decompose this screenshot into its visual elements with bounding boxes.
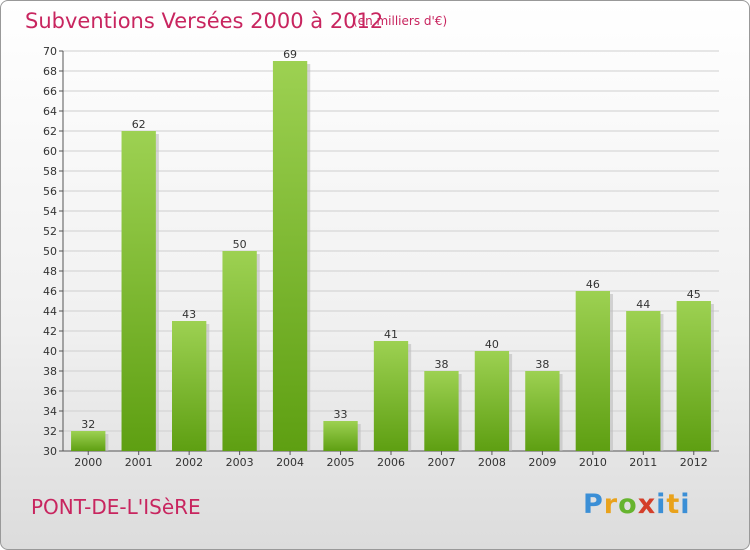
bars: [71, 61, 714, 451]
x-tick-label: 2012: [680, 456, 708, 469]
bar-value-label: 69: [283, 48, 297, 61]
bar-value-label: 33: [334, 408, 348, 421]
y-tick-label: 68: [43, 65, 57, 78]
x-tick-label: 2002: [175, 456, 203, 469]
y-tick-label: 56: [43, 185, 57, 198]
bar-value-label: 38: [535, 358, 549, 371]
y-tick-label: 62: [43, 125, 57, 138]
y-tick-label: 48: [43, 265, 57, 278]
x-tick-label: 2004: [276, 456, 304, 469]
y-tick-label: 32: [43, 425, 57, 438]
bar: [474, 351, 510, 451]
bar: [272, 61, 308, 451]
y-tick-label: 52: [43, 225, 57, 238]
bar: [575, 291, 611, 451]
x-tick-label: 2000: [74, 456, 102, 469]
bar-value-label: 43: [182, 308, 196, 321]
value-labels: 32 62 43 50 69 33 41 38 40 38 46 44 45: [81, 48, 701, 431]
y-tick-label: 36: [43, 385, 57, 398]
proxiti-logo: Proxiti: [583, 489, 691, 520]
bar-value-label: 50: [233, 238, 247, 251]
y-tick-label: 30: [43, 445, 57, 458]
y-tick-label: 40: [43, 345, 57, 358]
bar: [71, 431, 106, 451]
y-tick-label: 58: [43, 165, 57, 178]
bar-value-label: 62: [132, 118, 146, 131]
town-name: PONT-DE-L'ISèRE: [31, 495, 201, 519]
bar-value-label: 32: [81, 418, 95, 431]
x-tick-label: 2011: [629, 456, 657, 469]
y-tick-label: 34: [43, 405, 57, 418]
y-tick-label: 46: [43, 285, 57, 298]
bar-value-label: 41: [384, 328, 398, 341]
bar: [424, 371, 459, 451]
y-tick-label: 64: [43, 105, 57, 118]
bar: [323, 421, 358, 451]
x-tick-label: 2006: [377, 456, 405, 469]
bar: [373, 341, 409, 451]
bar: [121, 131, 156, 451]
bar: [222, 251, 257, 451]
x-tick-label: 2003: [226, 456, 254, 469]
chart-title: Subventions Versées 2000 à 2012: [25, 9, 384, 33]
y-tick-label: 42: [43, 325, 57, 338]
x-tick-label: 2008: [478, 456, 506, 469]
bar: [171, 321, 207, 451]
y-tick-labels: 30 32 34 36 38 40 42 44 46 48 50 52 54 56 58 60 62 64 66 68…: [43, 45, 57, 458]
x-tick-label: 2007: [427, 456, 455, 469]
bar: [676, 301, 711, 451]
y-tick-label: 50: [43, 245, 57, 258]
y-tick-label: 66: [43, 85, 57, 98]
x-tick-label: 2001: [125, 456, 153, 469]
y-tick-label: 70: [43, 45, 57, 58]
bar: [626, 311, 661, 451]
y-tick-label: 60: [43, 145, 57, 158]
y-tick-label: 54: [43, 205, 57, 218]
bar-value-label: 38: [434, 358, 448, 371]
x-tick-label: 2009: [528, 456, 556, 469]
bar-value-label: 44: [636, 298, 650, 311]
bar-value-label: 40: [485, 338, 499, 351]
bar: [525, 371, 560, 451]
x-tick-label: 2005: [327, 456, 355, 469]
y-tick-label: 38: [43, 365, 57, 378]
bar-value-label: 45: [687, 288, 701, 301]
y-tick-label: 44: [43, 305, 57, 318]
chart-subtitle: (en milliers d'€): [353, 14, 448, 28]
x-tick-label: 2010: [579, 456, 607, 469]
bar-value-label: 46: [586, 278, 600, 291]
x-tick-labels: 2000 2001 2002 2003 2004 2005 2006 2007 2008 2009…: [74, 451, 708, 469]
